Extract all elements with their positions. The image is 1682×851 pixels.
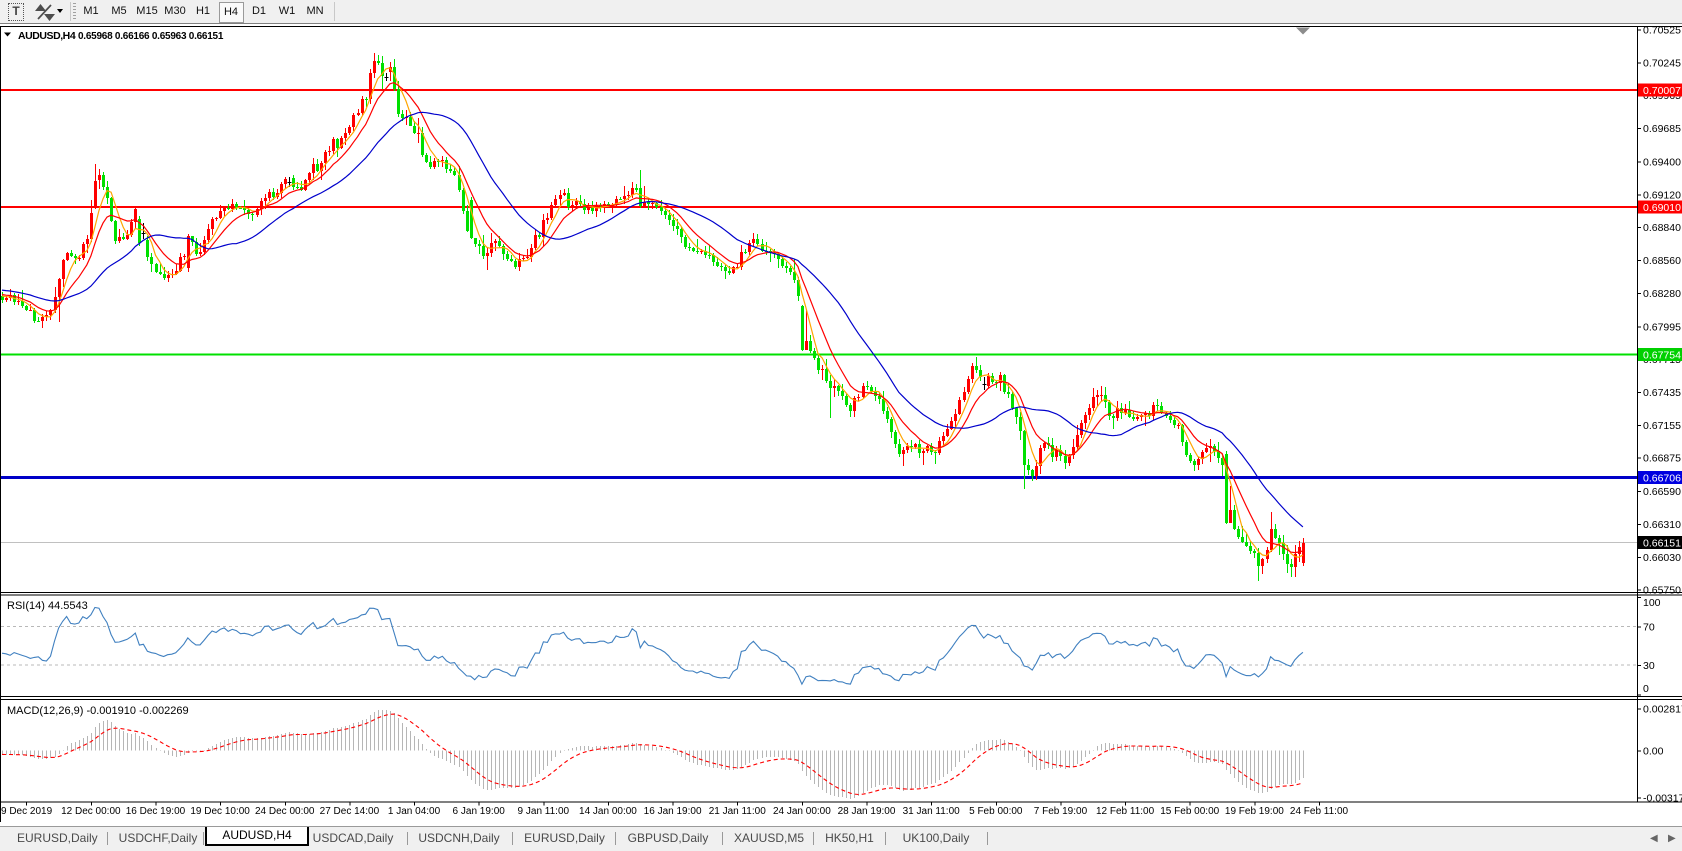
svg-text:0.66310: 0.66310 xyxy=(1643,519,1681,531)
svg-text:0.69400: 0.69400 xyxy=(1643,156,1681,168)
svg-text:0.68560: 0.68560 xyxy=(1643,255,1681,267)
svg-text:27 Dec 14:00: 27 Dec 14:00 xyxy=(320,806,380,817)
svg-text:12 Dec 00:00: 12 Dec 00:00 xyxy=(61,806,121,817)
svg-text:0.67995: 0.67995 xyxy=(1643,321,1681,333)
svg-text:0.67754: 0.67754 xyxy=(1643,350,1681,362)
svg-text:30: 30 xyxy=(1643,660,1655,672)
svg-text:19 Feb 19:00: 19 Feb 19:00 xyxy=(1225,806,1284,817)
svg-text:0.69685: 0.69685 xyxy=(1643,123,1681,135)
svg-text:100: 100 xyxy=(1643,597,1661,609)
svg-text:5 Feb 00:00: 5 Feb 00:00 xyxy=(969,806,1023,817)
svg-text:9 Dec 2019: 9 Dec 2019 xyxy=(1,806,53,817)
svg-text:24 Jan 00:00: 24 Jan 00:00 xyxy=(773,806,831,817)
svg-text:0.69120: 0.69120 xyxy=(1643,189,1681,201)
svg-text:0.68280: 0.68280 xyxy=(1643,288,1681,300)
svg-text:0.66875: 0.66875 xyxy=(1643,453,1681,465)
svg-text:0.69010: 0.69010 xyxy=(1643,202,1681,214)
svg-text:0.67155: 0.67155 xyxy=(1643,420,1681,432)
svg-text:AUDUSD,H4: AUDUSD,H4 xyxy=(18,30,76,42)
svg-text:0.66030: 0.66030 xyxy=(1643,552,1681,564)
svg-text:0.65750: 0.65750 xyxy=(1643,585,1681,597)
svg-text:0.65968 0.66166 0.65963 0.6615: 0.65968 0.66166 0.65963 0.66151 xyxy=(78,31,224,42)
svg-text:28 Jan 19:00: 28 Jan 19:00 xyxy=(838,806,896,817)
svg-text:0.70245: 0.70245 xyxy=(1643,57,1681,69)
svg-text:12 Feb 11:00: 12 Feb 11:00 xyxy=(1096,806,1155,817)
svg-text:70: 70 xyxy=(1643,621,1655,633)
svg-text:0.002817: 0.002817 xyxy=(1643,704,1682,716)
svg-text:15 Feb 00:00: 15 Feb 00:00 xyxy=(1160,806,1219,817)
svg-text:RSI(14) 44.5543: RSI(14) 44.5543 xyxy=(7,600,88,612)
svg-text:0.00: 0.00 xyxy=(1643,746,1664,758)
svg-text:6 Jan 19:00: 6 Jan 19:00 xyxy=(453,806,506,817)
svg-text:0.66590: 0.66590 xyxy=(1643,486,1681,498)
svg-text:14 Jan 00:00: 14 Jan 00:00 xyxy=(579,806,637,817)
svg-text:31 Jan 11:00: 31 Jan 11:00 xyxy=(903,806,961,817)
svg-text:24 Dec 00:00: 24 Dec 00:00 xyxy=(255,806,315,817)
svg-text:24 Feb 11:00: 24 Feb 11:00 xyxy=(1290,806,1349,817)
svg-text:0.67435: 0.67435 xyxy=(1643,387,1681,399)
svg-text:0.66151: 0.66151 xyxy=(1643,538,1681,550)
svg-text:0.70525: 0.70525 xyxy=(1643,25,1681,37)
svg-text:19 Dec 10:00: 19 Dec 10:00 xyxy=(190,806,250,817)
svg-text:9 Jan 11:00: 9 Jan 11:00 xyxy=(518,806,570,817)
svg-text:7 Feb 19:00: 7 Feb 19:00 xyxy=(1034,806,1088,817)
svg-text:0.70007: 0.70007 xyxy=(1643,85,1681,97)
svg-text:0: 0 xyxy=(1643,683,1649,695)
svg-text:21 Jan 11:00: 21 Jan 11:00 xyxy=(709,806,767,817)
svg-text:16 Jan 19:00: 16 Jan 19:00 xyxy=(644,806,702,817)
svg-text:0.68840: 0.68840 xyxy=(1643,222,1681,234)
svg-text:0.66706: 0.66706 xyxy=(1643,472,1681,484)
svg-text:1 Jan 04:00: 1 Jan 04:00 xyxy=(388,806,441,817)
svg-text:16 Dec 19:00: 16 Dec 19:00 xyxy=(126,806,186,817)
svg-text:MACD(12,26,9) -0.001910 -0.002: MACD(12,26,9) -0.001910 -0.002269 xyxy=(7,705,189,717)
